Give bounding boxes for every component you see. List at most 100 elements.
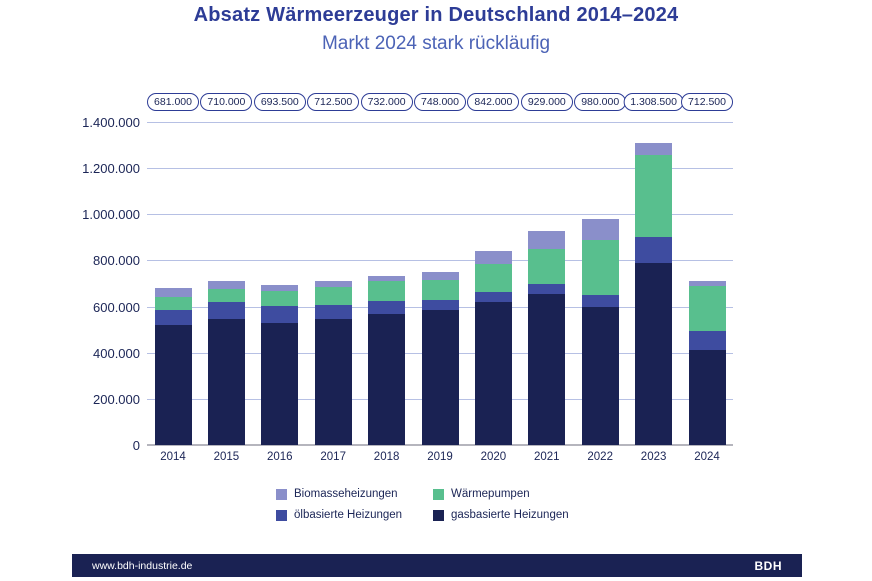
bar-segment-2024 — [688, 349, 726, 445]
bar-segment-2017 — [314, 305, 352, 320]
bar-segment-2021 — [528, 248, 566, 285]
bar-2015 — [207, 122, 245, 445]
plot-area: 2014 2015 2016 2017 2018 2019 2020 2021 2022 2023… — [147, 122, 733, 463]
total-badge-2016: 693.500 — [253, 93, 306, 111]
bar-segment-2023 — [635, 262, 673, 445]
bar-segment-2019 — [421, 310, 459, 445]
y-tick-label: 1.400.000 — [82, 115, 140, 130]
total-badge-2023: 1.308.500 — [623, 93, 684, 111]
bar-segment-2021 — [528, 284, 566, 294]
bdh-logo: BDH — [754, 558, 782, 573]
bar-segment-2018 — [368, 314, 406, 445]
y-tick-label: 600.000 — [93, 299, 140, 315]
legend-item: gasbasierte Heizungen — [433, 509, 569, 521]
bar-segment-2022 — [581, 240, 619, 295]
y-tick-label: 800.000 — [93, 253, 140, 269]
x-tick-label: 2018 — [373, 451, 400, 463]
bar-segment-2015 — [207, 289, 245, 303]
legend-label: gasbasierte Heizungen — [451, 509, 569, 521]
bar-segment-2016 — [261, 291, 299, 307]
legend-item: Biomasseheizungen — [276, 488, 433, 500]
bar-2021 — [528, 122, 566, 445]
bar-2022 — [581, 122, 619, 445]
x-tick-label: 2022 — [587, 451, 613, 463]
footer-bar: www.bdh-industrie.de BDH — [72, 554, 802, 577]
bar-segment-2019 — [421, 299, 459, 311]
bar-segment-2014 — [154, 287, 192, 297]
x-tick-label: 2016 — [267, 451, 293, 463]
bar-segment-2024 — [688, 286, 726, 331]
bar-segment-2018 — [368, 300, 406, 315]
bar-2016 — [261, 122, 299, 445]
total-badge-2018: 732.000 — [360, 93, 413, 111]
bar-segment-2020 — [474, 264, 512, 293]
bar-segment-2014 — [154, 310, 192, 325]
y-axis: 1.400.000 1.200.000 1.000.000 800.000 600.00… — [0, 116, 140, 452]
y-tick-label: 1.000.000 — [82, 207, 140, 223]
bar-segment-2016 — [261, 306, 299, 323]
x-tick-label: 2017 — [320, 451, 346, 463]
bar-2024 — [688, 122, 726, 445]
bar-segment-2021 — [528, 293, 566, 445]
x-tick-label: 2014 — [160, 451, 186, 463]
bar-segment-2015 — [207, 302, 245, 320]
bar-2017 — [314, 122, 352, 445]
legend-swatch-icon — [433, 488, 444, 500]
bar-segment-2023 — [635, 154, 673, 237]
bar-segment-2021 — [528, 230, 566, 249]
x-axis-line — [147, 444, 733, 446]
total-badge-2024: 712.500 — [681, 93, 733, 111]
gridline — [147, 168, 733, 170]
total-badge-2017: 712.500 — [307, 93, 360, 111]
x-tick-label: 2021 — [534, 451, 560, 463]
x-tick-label: 2024 — [694, 451, 720, 463]
chart-subtitle: Markt 2024 stark rückläufig — [321, 33, 551, 54]
bar-2020 — [474, 122, 512, 445]
bar-segment-2019 — [421, 279, 459, 300]
bar-2014 — [154, 122, 192, 445]
bar-segment-2015 — [207, 319, 245, 445]
legend-label: Biomasseheizungen — [294, 488, 398, 500]
bar-segment-2022 — [581, 294, 619, 308]
total-badge-2014: 681.000 — [147, 93, 199, 111]
y-tick-label: 0 — [132, 438, 140, 453]
legend-item: ölbasierte Heizungen — [276, 509, 433, 521]
bar-segment-2017 — [314, 287, 352, 306]
legend-label: ölbasierte Heizungen — [294, 509, 403, 521]
x-tick-label: 2019 — [427, 451, 453, 463]
bar-segment-2018 — [368, 276, 406, 282]
total-badge-2020: 842.000 — [467, 93, 520, 111]
bar-2019 — [421, 122, 459, 445]
bar-segment-2023 — [635, 236, 673, 263]
bar-segment-2022 — [581, 218, 619, 241]
y-tick-label: 200.000 — [93, 391, 140, 407]
legend-swatch-icon — [433, 509, 444, 521]
y-tick-label: 400.000 — [93, 345, 140, 361]
bar-segment-2024 — [688, 280, 726, 287]
total-badges-row: 681.000 710.000 693.500 712.500 732.000 748.0… — [147, 93, 733, 113]
bar-segment-2014 — [154, 296, 192, 311]
legend-swatch-icon — [276, 488, 287, 500]
bar-segment-2017 — [314, 280, 352, 288]
total-badge-2015: 710.000 — [200, 93, 253, 111]
x-tick-label: 2023 — [640, 451, 667, 463]
bar-segment-2016 — [261, 322, 299, 445]
bar-2018 — [368, 122, 406, 445]
legend-item: Wärmepumpen — [433, 488, 569, 500]
gridline — [147, 214, 733, 216]
gridline — [147, 122, 733, 123]
legend: Biomasseheizungen Wärmepumpen ölbasierte H… — [276, 488, 569, 521]
bar-2023 — [635, 122, 673, 445]
bar-segment-2019 — [421, 272, 459, 280]
chart-title: Absatz Wärmeerzeuger in Deutschland 2014… — [193, 4, 679, 26]
total-badge-2021: 929.000 — [520, 93, 573, 111]
bar-segment-2014 — [154, 324, 192, 445]
x-tick-label: 2020 — [480, 451, 507, 463]
bar-segment-2015 — [207, 281, 245, 290]
total-badge-2022: 980.000 — [574, 93, 627, 111]
y-tick-label: 1.200.000 — [82, 161, 140, 177]
legend-label: Wärmepumpen — [451, 488, 530, 500]
bar-segment-2018 — [368, 281, 406, 301]
total-badge-2019: 748.000 — [414, 93, 466, 111]
